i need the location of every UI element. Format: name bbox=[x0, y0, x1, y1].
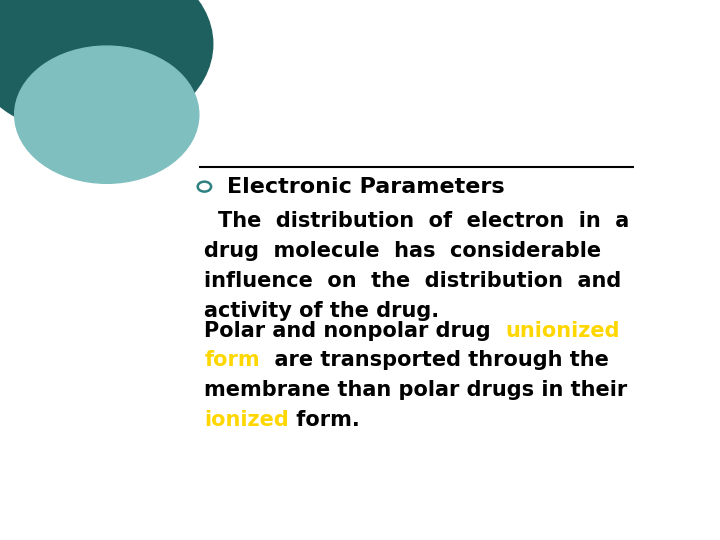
Text: influence  on  the  distribution  and: influence on the distribution and bbox=[204, 271, 621, 291]
Text: drug  molecule  has  considerable: drug molecule has considerable bbox=[204, 241, 601, 261]
Text: are transported through the: are transported through the bbox=[260, 350, 609, 370]
Text: Electronic Parameters: Electronic Parameters bbox=[227, 178, 504, 198]
Text: activity of the drug.: activity of the drug. bbox=[204, 301, 439, 321]
Circle shape bbox=[14, 46, 199, 183]
Text: The  distribution  of  electron  in  a: The distribution of electron in a bbox=[218, 211, 629, 231]
Text: membrane than polar drugs in their: membrane than polar drugs in their bbox=[204, 380, 628, 400]
Circle shape bbox=[0, 0, 213, 136]
Text: unionized: unionized bbox=[505, 321, 620, 341]
Text: form.: form. bbox=[289, 410, 360, 430]
Text: Polar and nonpolar drug: Polar and nonpolar drug bbox=[204, 321, 505, 341]
Text: form: form bbox=[204, 350, 260, 370]
Text: ionized: ionized bbox=[204, 410, 289, 430]
